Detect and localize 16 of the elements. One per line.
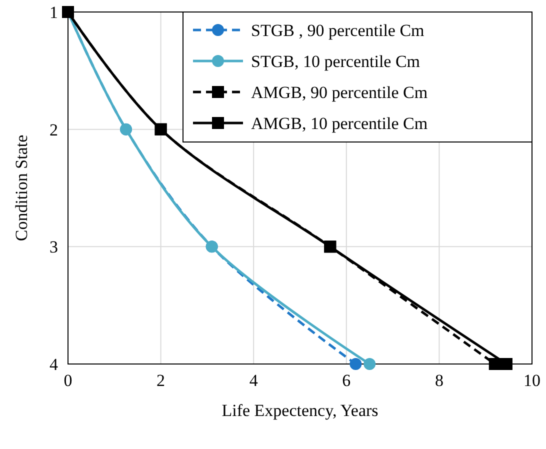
x-tick-label: 10 xyxy=(524,371,540,390)
legend-label: STGB, 10 percentile Cm xyxy=(251,52,420,71)
x-tick-label: 8 xyxy=(434,371,444,390)
y-tick-label: 1 xyxy=(50,2,58,22)
y-tick-label: 4 xyxy=(50,354,58,374)
x-tick-label: 0 xyxy=(64,371,72,390)
legend-label: AMGB, 10 percentile Cm xyxy=(251,114,428,133)
legend-label: STGB , 90 percentile Cm xyxy=(251,20,424,40)
x-tick-label: 4 xyxy=(249,371,258,390)
legend-label: AMGB, 90 percentile Cm xyxy=(251,82,428,102)
x-axis-title: Life Expectency, Years xyxy=(222,401,378,420)
x-tick-label: 6 xyxy=(342,371,351,390)
x-tick-label: 2 xyxy=(156,371,166,390)
y-axis-title: Condition State xyxy=(12,134,31,242)
y-tick-label: 3 xyxy=(50,238,58,257)
y-tick-label: 2 xyxy=(50,120,58,140)
